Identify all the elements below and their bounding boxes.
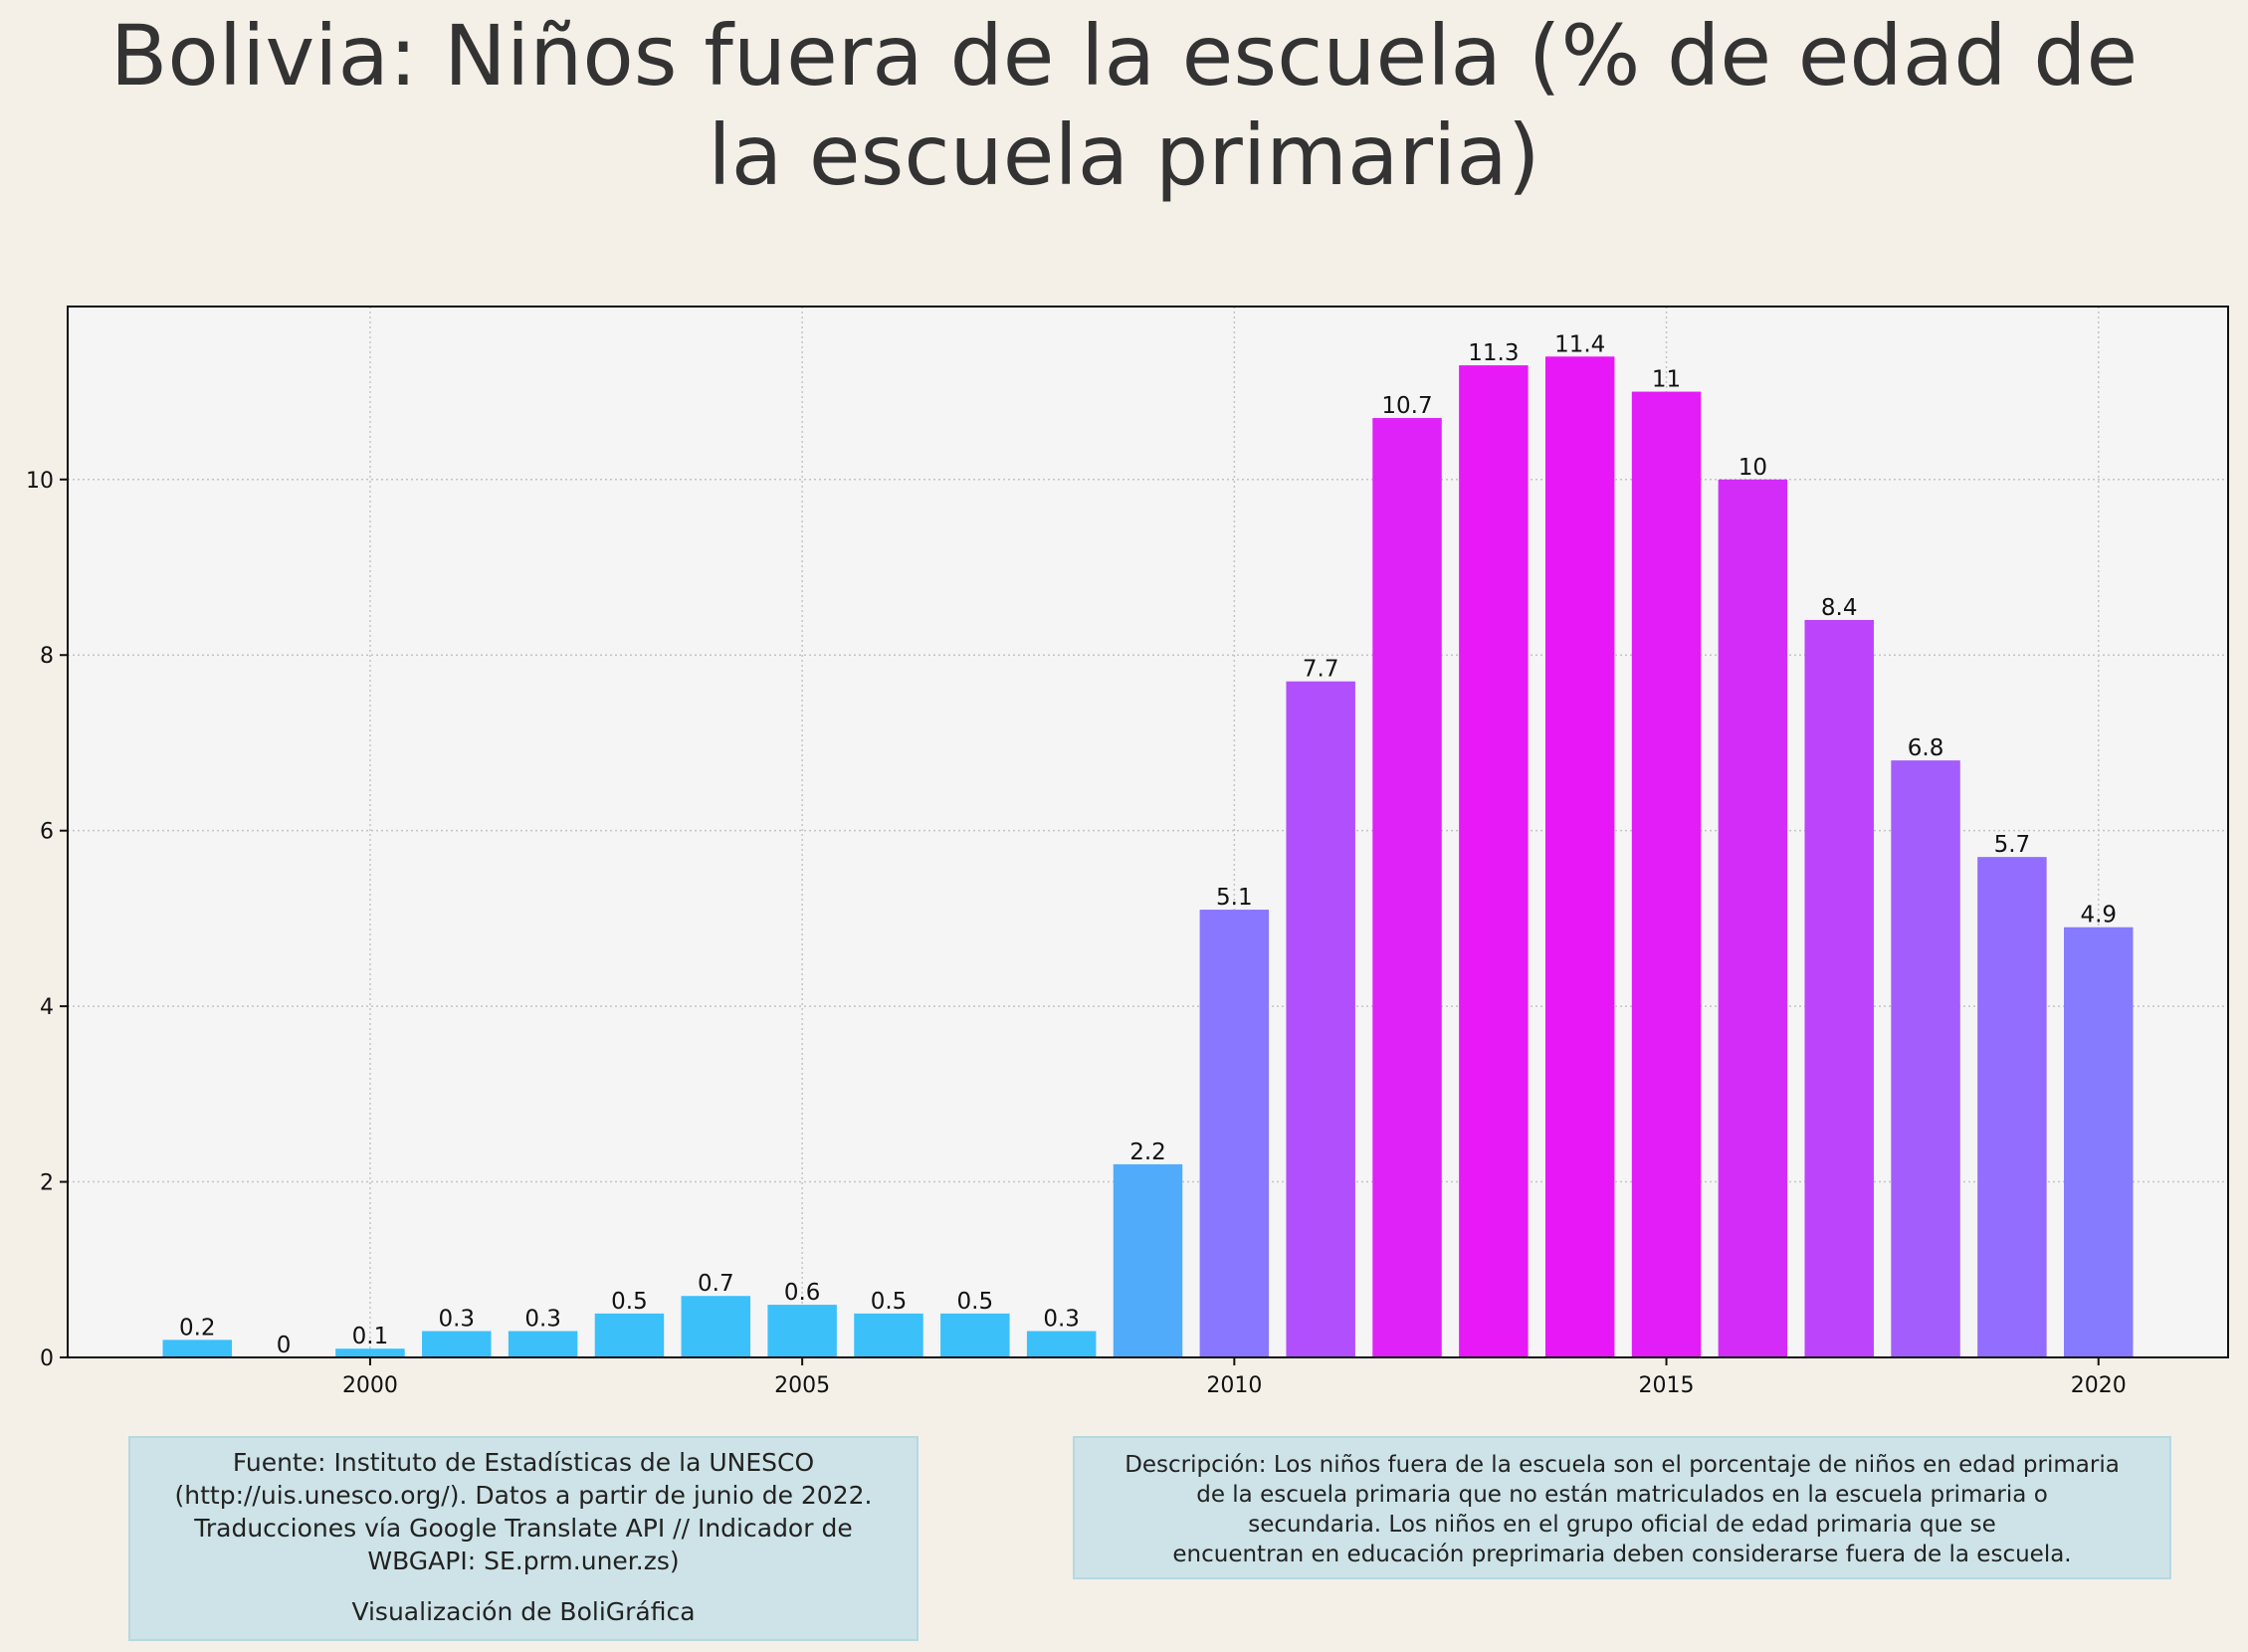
bar-value-label: 6.8 xyxy=(1908,735,1944,761)
bar xyxy=(1804,619,1874,1357)
bar xyxy=(1286,681,1355,1357)
bar-value-label: 11.3 xyxy=(1468,340,1519,366)
x-tick-label: 2000 xyxy=(342,1373,398,1398)
description-line: secundaria. Los niños en el grupo oficia… xyxy=(1248,1512,1996,1538)
source-line: Fuente: Instituto de Estadísticas de la … xyxy=(232,1448,815,1477)
bar-value-label: 0 xyxy=(277,1333,292,1358)
bar xyxy=(1372,418,1442,1357)
y-axis-ticks: 0 2 4 6 8 10 xyxy=(26,469,68,1371)
chart-title: Bolivia: Niños fuera de la escuela (% de… xyxy=(109,7,2139,204)
x-tick-label: 2005 xyxy=(774,1373,830,1398)
bar-value-label: 7.7 xyxy=(1303,657,1339,683)
description-line: de la escuela primaria que no están matr… xyxy=(1196,1482,2048,1508)
bar-value-label: 0.2 xyxy=(179,1315,216,1341)
bar-value-label: 0.3 xyxy=(524,1307,561,1333)
x-axis-ticks: 2000 2005 2010 2015 2020 xyxy=(342,1357,2127,1398)
bar-value-label: 11 xyxy=(1652,367,1681,393)
bar-value-label: 0.3 xyxy=(438,1307,475,1333)
bar xyxy=(767,1305,837,1357)
description-line: Descripción: Los niños fuera de la escue… xyxy=(1124,1452,2120,1478)
bar-value-label: 8.4 xyxy=(1821,595,1858,621)
bar-value-label: 0.5 xyxy=(957,1289,994,1315)
bar-value-label: 5.7 xyxy=(1994,832,2031,858)
y-tick-label: 8 xyxy=(40,644,54,669)
bar-value-label: 0.5 xyxy=(871,1289,908,1315)
bar-value-label: 0.5 xyxy=(611,1289,648,1315)
bar xyxy=(508,1331,578,1357)
value-labels: 0.2 0 0.1 0.3 0.3 0.5 0.7 0.6 0.5 0.5 0.3 2.2 5.1 7.7… xyxy=(179,331,2117,1358)
bar xyxy=(1026,1331,1097,1357)
source-line: Traducciones vía Google Translate API //… xyxy=(194,1514,853,1543)
visualization-credit: Visualización de BoliGráfica xyxy=(351,1597,696,1626)
y-tick-label: 10 xyxy=(26,469,54,494)
bar xyxy=(2064,927,2134,1357)
bar-value-label: 10.7 xyxy=(1381,393,1432,419)
bar xyxy=(1891,760,1960,1357)
bar xyxy=(1631,391,1702,1357)
x-tick-label: 2010 xyxy=(1206,1373,1262,1398)
bar xyxy=(1544,356,1615,1357)
bar-value-label: 0.7 xyxy=(698,1271,734,1297)
bar-value-label: 10 xyxy=(1738,455,1767,481)
bar xyxy=(1113,1163,1183,1357)
description-line: encuentran en educación preprimaria debe… xyxy=(1172,1542,2072,1567)
bar xyxy=(594,1313,665,1357)
bar-value-label: 0.6 xyxy=(784,1280,821,1306)
bar xyxy=(681,1296,751,1357)
bar xyxy=(1977,857,2047,1357)
bar-value-label: 0.1 xyxy=(352,1324,389,1349)
source-box: Fuente: Instituto de Estadísticas de la … xyxy=(128,1436,919,1641)
bar xyxy=(1718,479,1788,1357)
bar xyxy=(1459,365,1529,1357)
y-tick-label: 6 xyxy=(40,820,54,845)
plot-frame xyxy=(67,306,2229,1358)
bar xyxy=(335,1348,405,1357)
bar-value-label: 5.1 xyxy=(1216,885,1253,911)
bar xyxy=(1199,910,1270,1357)
source-line: (http://uis.unesco.org/). Datos a partir… xyxy=(174,1481,873,1510)
bars xyxy=(162,356,2134,1357)
source-line: WBGAPI: SE.prm.uner.zs) xyxy=(367,1547,680,1575)
x-tick-label: 2015 xyxy=(1639,1373,1695,1398)
bar xyxy=(162,1340,232,1357)
y-tick-label: 0 xyxy=(40,1346,54,1371)
bar-value-label: 2.2 xyxy=(1129,1139,1166,1165)
bar-value-label: 0.3 xyxy=(1043,1307,1080,1333)
y-tick-label: 4 xyxy=(40,995,54,1020)
bar xyxy=(940,1313,1010,1357)
bar-value-label: 4.9 xyxy=(2080,903,2117,929)
bar xyxy=(422,1331,492,1357)
y-tick-label: 2 xyxy=(40,1171,54,1196)
bar xyxy=(854,1313,923,1357)
description-box: Descripción: Los niños fuera de la escue… xyxy=(1073,1436,2171,1579)
bar-value-label: 11.4 xyxy=(1554,331,1605,357)
x-tick-label: 2020 xyxy=(2071,1373,2127,1398)
